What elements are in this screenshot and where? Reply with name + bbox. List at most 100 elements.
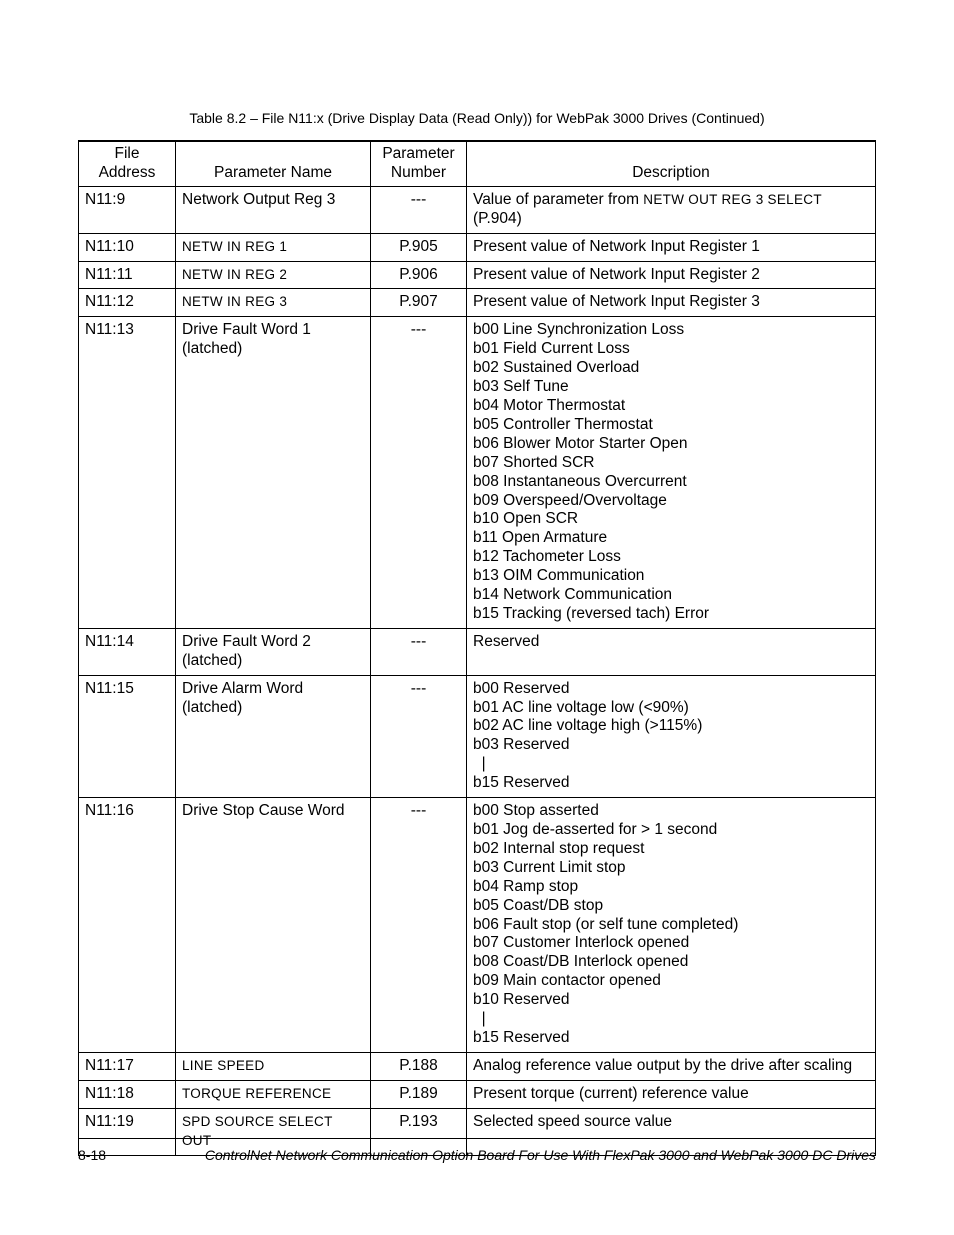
bit-line: b09 Main contactor opened bbox=[473, 972, 869, 991]
data-table: File Address Parameter Name Parameter Nu… bbox=[78, 140, 876, 1156]
bit-line: b12 Tachometer Loss bbox=[473, 548, 869, 567]
param-name-l2: (latched) bbox=[182, 340, 242, 357]
bit-line: b11 Open Armature bbox=[473, 529, 869, 548]
cell-description: Value of parameter from NETW OUT REG 3 S… bbox=[467, 186, 876, 233]
param-name-l1: Drive Alarm Word bbox=[182, 680, 303, 697]
param-name-text: NETW IN REG 1 bbox=[182, 239, 287, 254]
table-row: N11:11 NETW IN REG 2 P.906 Present value… bbox=[79, 261, 876, 289]
bit-line: b10 Reserved bbox=[473, 991, 869, 1010]
cell-address: N11:9 bbox=[79, 186, 176, 233]
bit-line: b01 AC line voltage low (<90%) bbox=[473, 699, 869, 718]
cell-param-number: P.189 bbox=[371, 1080, 467, 1108]
bit-line: b01 Field Current Loss bbox=[473, 340, 869, 359]
col-file-address-l1: File bbox=[115, 145, 140, 162]
bit-line: b00 Stop asserted bbox=[473, 802, 869, 821]
table-row: N11:18 TORQUE REFERENCE P.189 Present to… bbox=[79, 1080, 876, 1108]
cell-address: N11:15 bbox=[79, 675, 176, 797]
cell-address: N11:12 bbox=[79, 289, 176, 317]
page-number: 8-18 bbox=[78, 1147, 106, 1163]
bit-line: b15 Tracking (reversed tach) Error bbox=[473, 605, 869, 624]
table-row: N11:10 NETW IN REG 1 P.905 Present value… bbox=[79, 233, 876, 261]
bit-line: b10 Open SCR bbox=[473, 510, 869, 529]
bit-gap: | bbox=[473, 755, 869, 774]
param-name-text: NETW IN REG 2 bbox=[182, 267, 287, 282]
param-name-text: NETW IN REG 3 bbox=[182, 294, 287, 309]
cell-param-name: Drive Fault Word 2 (latched) bbox=[176, 628, 371, 675]
table-row: N11:9 Network Output Reg 3 --- Value of … bbox=[79, 186, 876, 233]
param-name-text: TORQUE REFERENCE bbox=[182, 1086, 331, 1101]
cell-address: N11:13 bbox=[79, 317, 176, 629]
cell-description: Present value of Network Input Register … bbox=[467, 261, 876, 289]
cell-param-number: --- bbox=[371, 186, 467, 233]
cell-description: b00 Reserved b01 AC line voltage low (<9… bbox=[467, 675, 876, 797]
table-row: N11:15 Drive Alarm Word (latched) --- b0… bbox=[79, 675, 876, 797]
param-name-l2: (latched) bbox=[182, 699, 242, 716]
bit-line: b01 Jog de-asserted for > 1 second bbox=[473, 821, 869, 840]
cell-address: N11:11 bbox=[79, 261, 176, 289]
cell-description: Analog reference value output by the dri… bbox=[467, 1052, 876, 1080]
col-param-number: Parameter Number bbox=[371, 141, 467, 186]
cell-param-name: NETW IN REG 2 bbox=[176, 261, 371, 289]
bit-line: b06 Fault stop (or self tune completed) bbox=[473, 916, 869, 935]
cell-param-number: P.906 bbox=[371, 261, 467, 289]
cell-param-number: --- bbox=[371, 675, 467, 797]
cell-param-name: Network Output Reg 3 bbox=[176, 186, 371, 233]
col-file-address-l2: Address bbox=[99, 164, 156, 181]
cell-param-number: P.907 bbox=[371, 289, 467, 317]
col-param-name: Parameter Name bbox=[176, 141, 371, 186]
cell-param-number: P.905 bbox=[371, 233, 467, 261]
param-name-l1: Drive Fault Word 1 bbox=[182, 321, 311, 338]
cell-param-name: TORQUE REFERENCE bbox=[176, 1080, 371, 1108]
col-param-number-l2: Number bbox=[391, 164, 446, 181]
cell-description: Present value of Network Input Register … bbox=[467, 233, 876, 261]
col-description: Description bbox=[467, 141, 876, 186]
cell-param-number: P.188 bbox=[371, 1052, 467, 1080]
table-row: N11:14 Drive Fault Word 2 (latched) --- … bbox=[79, 628, 876, 675]
cell-address: N11:16 bbox=[79, 798, 176, 1053]
bit-line: b02 Sustained Overload bbox=[473, 359, 869, 378]
cell-description: Present torque (current) reference value bbox=[467, 1080, 876, 1108]
bit-line: b09 Overspeed/Overvoltage bbox=[473, 492, 869, 511]
col-file-address: File Address bbox=[79, 141, 176, 186]
cell-param-number: --- bbox=[371, 628, 467, 675]
table-row: N11:16 Drive Stop Cause Word --- b00 Sto… bbox=[79, 798, 876, 1053]
cell-description: b00 Line Synchronization Loss b01 Field … bbox=[467, 317, 876, 629]
bit-line: b02 AC line voltage high (>115%) bbox=[473, 717, 869, 736]
cell-description: Present value of Network Input Register … bbox=[467, 289, 876, 317]
cell-description: Reserved bbox=[467, 628, 876, 675]
bit-line: b07 Shorted SCR bbox=[473, 454, 869, 473]
param-name-l1: Drive Fault Word 2 bbox=[182, 633, 311, 650]
bit-line: b03 Self Tune bbox=[473, 378, 869, 397]
page-footer: 8-18 ControlNet Network Communication Op… bbox=[78, 1138, 876, 1163]
cell-param-number: --- bbox=[371, 317, 467, 629]
bit-line: b05 Controller Thermostat bbox=[473, 416, 869, 435]
footer-title: ControlNet Network Communication Option … bbox=[205, 1147, 876, 1163]
bit-line: b07 Customer Interlock opened bbox=[473, 934, 869, 953]
cell-address: N11:17 bbox=[79, 1052, 176, 1080]
cell-description: b00 Stop asserted b01 Jog de-asserted fo… bbox=[467, 798, 876, 1053]
desc-suffix: (P.904) bbox=[473, 210, 522, 227]
bit-line: b15 Reserved bbox=[473, 1029, 869, 1048]
bit-line: b05 Coast/DB stop bbox=[473, 897, 869, 916]
cell-param-name: NETW IN REG 3 bbox=[176, 289, 371, 317]
cell-param-name: Drive Stop Cause Word bbox=[176, 798, 371, 1053]
table-caption: Table 8.2 – File N11:x (Drive Display Da… bbox=[78, 110, 876, 126]
bit-gap: | bbox=[473, 1010, 869, 1029]
cell-address: N11:18 bbox=[79, 1080, 176, 1108]
param-name-text: LINE SPEED bbox=[182, 1058, 265, 1073]
bit-line: b15 Reserved bbox=[473, 774, 869, 793]
bit-line: b04 Ramp stop bbox=[473, 878, 869, 897]
bit-line: b08 Coast/DB Interlock opened bbox=[473, 953, 869, 972]
bit-line: b02 Internal stop request bbox=[473, 840, 869, 859]
bit-line: b03 Reserved bbox=[473, 736, 869, 755]
bit-line: b13 OIM Communication bbox=[473, 567, 869, 586]
cell-param-name: Drive Fault Word 1 (latched) bbox=[176, 317, 371, 629]
bit-line: b04 Motor Thermostat bbox=[473, 397, 869, 416]
bit-line: b06 Blower Motor Starter Open bbox=[473, 435, 869, 454]
desc-prefix: Value of parameter from bbox=[473, 191, 643, 208]
cell-param-name: Drive Alarm Word (latched) bbox=[176, 675, 371, 797]
bit-line: b03 Current Limit stop bbox=[473, 859, 869, 878]
cell-param-name: NETW IN REG 1 bbox=[176, 233, 371, 261]
table-row: N11:12 NETW IN REG 3 P.907 Present value… bbox=[79, 289, 876, 317]
bit-line: b00 Line Synchronization Loss bbox=[473, 321, 869, 340]
